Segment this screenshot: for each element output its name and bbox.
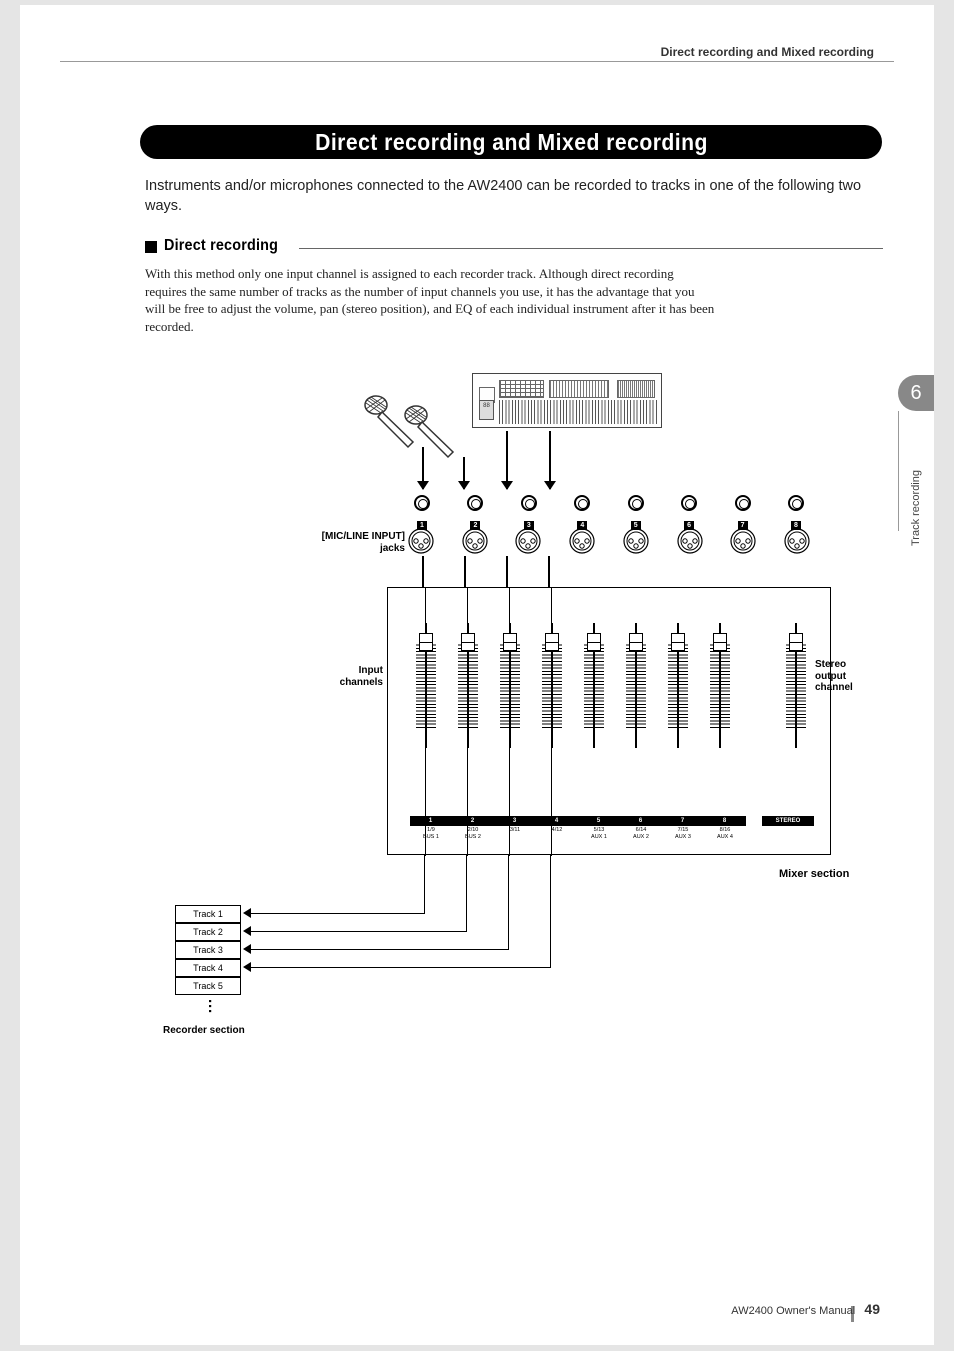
knob-icon <box>414 495 430 511</box>
stereo-label: STEREO <box>762 816 814 826</box>
xlr-jack-icon <box>623 528 649 554</box>
footer: AW2400 Owner's Manual 49 <box>731 1301 880 1317</box>
knob-icon <box>467 495 483 511</box>
footer-page: 49 <box>864 1301 880 1317</box>
route-line <box>250 913 425 914</box>
body-paragraph: With this method only one input channel … <box>145 265 715 335</box>
channel-sublabel-row: 1/9BUS 1 2/10BUS 2 3/11 4/12 5/13AUX 1 6… <box>410 827 746 841</box>
channel-label-strip: 113 214 315 416 517 618 719 820 <box>410 816 746 826</box>
vertical-ellipsis-icon: ··· <box>206 999 212 1014</box>
fader-icon <box>626 623 646 748</box>
fader-icon <box>584 623 604 748</box>
xlr-jack-row <box>408 528 810 554</box>
route-line <box>551 588 552 623</box>
fader-icon <box>458 623 478 748</box>
arrow-left-icon <box>243 944 251 954</box>
fader-icon <box>500 623 520 748</box>
route-line <box>425 588 426 623</box>
arrow-left-icon <box>243 926 251 936</box>
microphone-icon <box>398 399 458 459</box>
chapter-tab: 6 <box>898 375 934 411</box>
running-header: Direct recording and Mixed recording <box>661 45 874 59</box>
mic-line-label: [MIC/LINE INPUT] jacks <box>295 531 405 554</box>
arrow-down-icon <box>506 431 508 489</box>
track-box: Track 3 <box>175 941 241 959</box>
title-pill: Direct recording and Mixed recording <box>140 125 882 159</box>
knob-row <box>414 495 804 515</box>
mixer-section-box: 113 214 315 416 517 618 719 820 1/9BUS 1… <box>387 587 831 855</box>
route-line <box>467 588 468 623</box>
fader-icon <box>542 623 562 748</box>
chapter-name: Track recording <box>910 470 922 546</box>
fader-icon <box>710 623 730 748</box>
route-line <box>508 855 509 949</box>
arrow-down-icon <box>463 457 465 489</box>
subheading: Direct recording <box>164 237 278 255</box>
arrow-down-icon <box>422 447 424 489</box>
subheading-row: Direct recording <box>145 237 883 255</box>
xlr-jack-icon <box>677 528 703 554</box>
fader-icon <box>416 623 436 748</box>
square-bullet-icon <box>145 241 157 253</box>
knob-icon <box>574 495 590 511</box>
arrow-left-icon <box>243 962 251 972</box>
track-box: Track 1 <box>175 905 241 923</box>
arrow-left-icon <box>243 908 251 918</box>
xlr-jack-icon <box>784 528 810 554</box>
arrow-down-icon <box>549 431 551 489</box>
track-box: Track 4 <box>175 959 241 977</box>
track-box: Track 2 <box>175 923 241 941</box>
header-rule <box>60 61 894 62</box>
input-channels-label: Input channels <box>323 665 383 688</box>
stereo-output-label: Stereo output channel <box>815 659 867 694</box>
knob-icon <box>735 495 751 511</box>
knob-icon <box>788 495 804 511</box>
xlr-jack-icon <box>515 528 541 554</box>
subheading-rule <box>299 248 883 249</box>
mixer-section-label: Mixer section <box>779 868 849 880</box>
device-icon: 88 <box>472 373 662 428</box>
knob-icon <box>628 495 644 511</box>
route-line <box>424 855 425 913</box>
chapter-number: 6 <box>910 382 921 405</box>
route-line <box>550 855 551 967</box>
route-line <box>250 949 509 950</box>
track-box: Track 5 <box>175 977 241 995</box>
route-line <box>509 588 510 623</box>
xlr-jack-icon <box>730 528 756 554</box>
recorder-section-label: Recorder section <box>163 1025 283 1037</box>
intro-paragraph: Instruments and/or microphones connected… <box>145 177 885 216</box>
route-line <box>250 931 467 932</box>
route-line <box>250 967 551 968</box>
page: Direct recording and Mixed recording Dir… <box>20 5 934 1345</box>
knob-icon <box>681 495 697 511</box>
footer-book: AW2400 Owner's Manual <box>731 1305 855 1317</box>
xlr-jack-icon <box>462 528 488 554</box>
knob-icon <box>521 495 537 511</box>
direct-recording-figure: 88 <box>145 365 883 1045</box>
fader-icon <box>786 623 806 748</box>
knob-number-row: 1 2 3 4 5 6 7 8 <box>414 514 804 526</box>
title-text: Direct recording and Mixed recording <box>315 129 708 156</box>
xlr-jack-icon <box>569 528 595 554</box>
route-line <box>466 855 467 931</box>
xlr-jack-icon <box>408 528 434 554</box>
fader-icon <box>668 623 688 748</box>
